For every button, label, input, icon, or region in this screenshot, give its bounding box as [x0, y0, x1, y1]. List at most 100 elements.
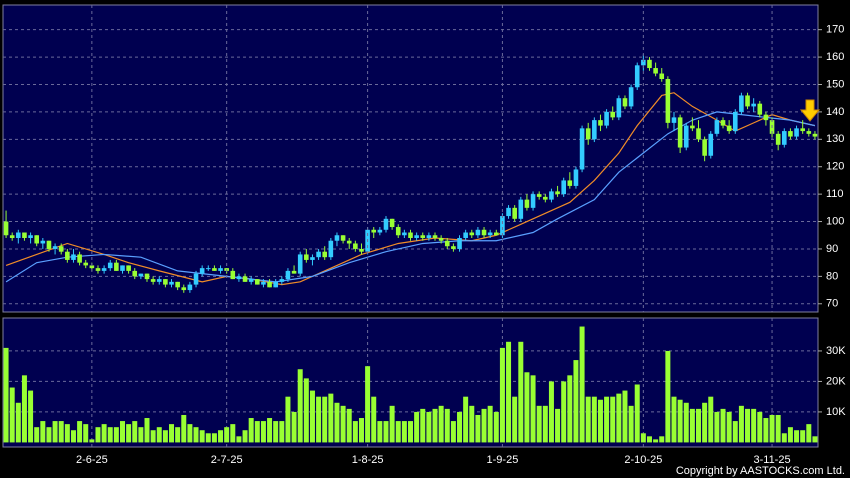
candle-body — [199, 268, 205, 274]
y-tick-label: 130 — [826, 133, 844, 145]
volume-bar — [101, 424, 107, 443]
candle-body — [163, 279, 168, 285]
y-tick-label: 80 — [826, 270, 838, 282]
candle-body — [218, 268, 223, 271]
plot-layer: 70 80 90 100 110 120 130 140 150 160 170 10K 20K 30K 2… — [3, 5, 846, 466]
candle-body — [530, 194, 536, 208]
volume-bar — [64, 424, 70, 443]
volume-bar — [542, 405, 548, 443]
candle-body — [395, 227, 401, 236]
volume-bar — [763, 418, 769, 443]
candle-body — [567, 180, 573, 186]
candle-body — [150, 279, 156, 282]
candle-body — [205, 268, 211, 270]
candle-body — [579, 128, 585, 170]
candle-body — [371, 229, 377, 233]
volume-bar — [328, 393, 334, 443]
candle-body — [775, 133, 781, 145]
volume-bar — [450, 421, 456, 443]
candle-body — [493, 232, 499, 236]
candle-body — [279, 279, 285, 282]
volume-bar — [52, 421, 58, 443]
x-tick-label: 1-8-25 — [352, 454, 384, 466]
candle-body — [3, 221, 9, 236]
candle-body — [732, 111, 738, 132]
candle-body — [285, 270, 291, 280]
candle-body — [297, 254, 303, 274]
candle-body — [628, 87, 634, 107]
volume-bar — [726, 411, 732, 443]
candle-body — [242, 276, 248, 282]
volume-bar — [463, 396, 469, 443]
candle-body — [120, 265, 125, 271]
volume-bar — [579, 326, 585, 443]
volume-bar — [536, 405, 542, 443]
volume-bar — [512, 396, 518, 443]
candle-body — [690, 125, 695, 129]
volume-bar — [800, 430, 806, 443]
volume-bar — [769, 414, 775, 443]
volume-bar — [665, 350, 671, 443]
candle-body — [420, 235, 426, 238]
volume-bar — [156, 427, 162, 443]
volume-bar — [9, 387, 15, 443]
candle-body — [543, 196, 548, 200]
candle-body — [267, 281, 272, 288]
volume-bar — [297, 369, 303, 443]
candle-body — [457, 237, 462, 249]
candle-body — [156, 279, 162, 282]
volume-bar — [383, 421, 389, 443]
volume-bar — [757, 411, 763, 443]
volume-bar — [199, 430, 205, 443]
volume-bar — [95, 427, 101, 443]
candle-body — [389, 218, 395, 228]
y-tick-label: 140 — [826, 106, 844, 118]
candle-body — [610, 111, 616, 118]
volume-bar — [70, 430, 76, 443]
y-tick-label: 110 — [826, 188, 844, 200]
volume-bar — [591, 396, 597, 443]
x-tick-label: 3-11-25 — [753, 454, 790, 466]
candle-body — [745, 95, 750, 107]
candle-body — [402, 232, 407, 236]
volume-bar — [720, 408, 726, 443]
candle-body — [340, 235, 346, 241]
volume-bar — [3, 347, 9, 443]
candle-body — [255, 279, 260, 285]
candle-body — [126, 265, 131, 271]
y-tick-label: 100 — [826, 215, 844, 227]
volume-bar — [334, 402, 340, 443]
volume-bar — [610, 396, 616, 443]
candle-body — [444, 240, 450, 247]
volume-bar — [316, 396, 322, 443]
y-tick-label: 170 — [826, 24, 844, 36]
volume-bar — [248, 418, 254, 443]
volume-bar — [659, 436, 665, 443]
candle-body — [212, 268, 217, 271]
volume-bar — [628, 405, 634, 443]
volume-bar — [211, 433, 217, 443]
candle-body — [739, 95, 744, 112]
volume-bar — [432, 408, 438, 443]
volume-bar — [481, 408, 487, 443]
candle-body — [408, 232, 413, 238]
candle-body — [781, 131, 787, 145]
volume-bar — [236, 436, 242, 443]
candle-body — [469, 232, 475, 236]
candle-body — [604, 111, 609, 126]
volume-bar — [40, 421, 46, 443]
volume-bar — [689, 408, 695, 443]
candle-body — [230, 270, 236, 280]
candle-body — [175, 281, 180, 288]
volume-bar — [806, 424, 812, 443]
volume-bar — [260, 421, 266, 443]
volume-bar — [499, 347, 505, 443]
candle-body — [751, 103, 756, 107]
candle-body — [573, 169, 579, 186]
volume-bar — [230, 424, 236, 443]
candle-body — [304, 254, 309, 260]
volume-bar — [89, 439, 95, 443]
candle-body — [616, 98, 622, 118]
candle-body — [671, 117, 677, 123]
volume-bar — [181, 414, 187, 443]
